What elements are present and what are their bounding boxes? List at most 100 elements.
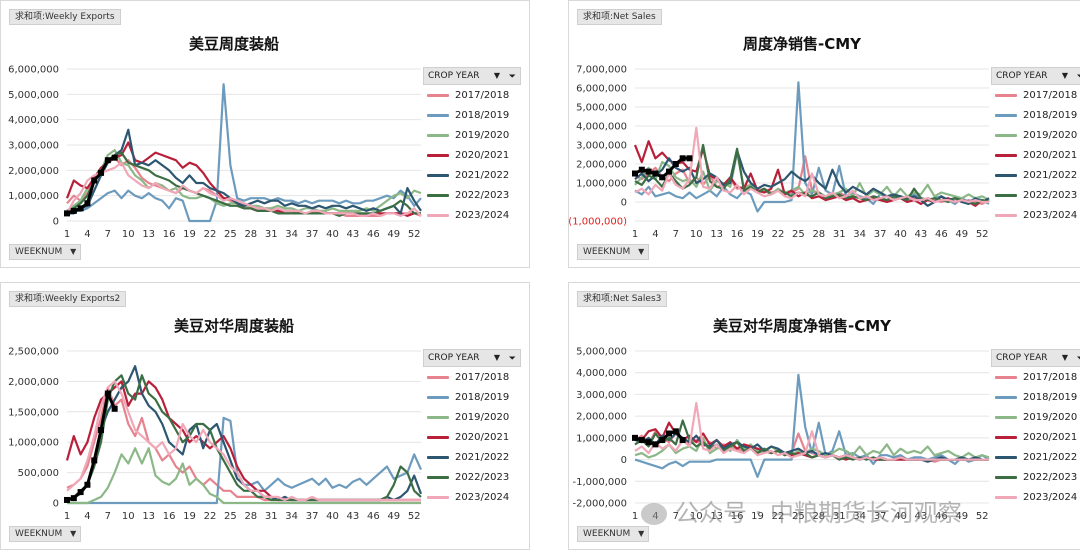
series-line-2021-2022 xyxy=(634,432,989,463)
legend-swatch xyxy=(995,455,1017,459)
chevron-down-icon[interactable]: ▼ xyxy=(70,247,77,256)
weeknum-field-button[interactable]: WEEKNUM ▼ xyxy=(9,244,82,260)
x-tick-label: 31 xyxy=(833,511,846,522)
y-tick-label: 4,000,000 xyxy=(8,115,59,126)
legend-item: 2022/2023 xyxy=(423,185,521,205)
legend-item: 2017/2018 xyxy=(423,85,521,105)
y-tick-label: 5,000,000 xyxy=(8,90,59,101)
crop-year-label: CROP YEAR xyxy=(996,353,1048,363)
weeknum-field-button[interactable]: WEEKNUM ▼ xyxy=(577,526,650,542)
y-tick-label: 1,000,000 xyxy=(576,433,627,444)
x-tick-label: 10 xyxy=(122,511,135,522)
legend: CROP YEAR ▼ ⏷ 2017/2018 2018/2019 2019/2020 20… xyxy=(423,349,521,507)
legend-swatch xyxy=(995,133,1017,137)
x-tick-label: 40 xyxy=(326,511,339,522)
current-year-marker xyxy=(672,161,679,167)
x-tick-label: 19 xyxy=(751,511,764,522)
series-line-2023-2024 xyxy=(634,401,989,461)
filter-icon[interactable]: ⏷ xyxy=(508,354,516,364)
value-field-button[interactable]: 求和项:Net Sales xyxy=(577,9,662,25)
x-tick-label: 43 xyxy=(347,511,360,522)
chevron-down-icon[interactable]: ▼ xyxy=(70,529,77,538)
current-year-marker xyxy=(659,437,666,444)
value-field-button[interactable]: 求和项:Weekly Exports2 xyxy=(9,291,127,307)
legend-item: 2020/2021 xyxy=(423,145,521,165)
y-tick-label: (1,000,000) xyxy=(569,217,627,228)
chevron-down-icon[interactable]: ▼ xyxy=(638,529,645,538)
x-tick-label: 4 xyxy=(84,511,90,522)
x-tick-label: 34 xyxy=(853,511,866,522)
legend-swatch xyxy=(427,193,449,197)
value-field-button[interactable]: 求和项:Weekly Exports xyxy=(9,9,121,25)
legend-item: 2018/2019 xyxy=(423,105,521,125)
x-tick-label: 7 xyxy=(673,229,679,240)
legend-swatch xyxy=(995,495,1017,499)
x-tick-label: 28 xyxy=(812,229,825,240)
y-tick-label: 1,500,000 xyxy=(8,407,59,418)
current-year-marker xyxy=(84,481,91,488)
current-year-marker xyxy=(666,430,673,437)
crop-year-filter-button[interactable]: CROP YEAR ▼ ⏷ xyxy=(423,67,521,85)
current-year-marker xyxy=(652,170,659,177)
filter-icon[interactable]: ⏷ xyxy=(1077,352,1080,366)
line-chart: 美豆对华周度净销售-CMY -2,000,000 -1,000,000 0 1,000,… xyxy=(572,317,990,522)
x-tick-label: 34 xyxy=(285,511,298,522)
legend-label: 2022/2023 xyxy=(1023,189,1078,201)
current-year-marker xyxy=(64,210,70,217)
x-tick-label: 46 xyxy=(935,229,948,240)
line-chart: 美豆周度装船 0 1,000,000 2,000,000 3,000,000 4,000,… xyxy=(8,35,422,240)
legend-item: 2023/2024 xyxy=(991,487,1080,507)
current-year-marker xyxy=(84,200,91,207)
chart-panel-net-sales: 求和项:Net Sales 周度净销售-CMY (1,000,000) 0 1,000… xyxy=(568,0,1080,268)
legend-label: 2018/2019 xyxy=(1023,109,1078,121)
x-tick-label: 43 xyxy=(347,229,360,240)
x-tick-label: 46 xyxy=(935,511,948,522)
y-tick-label: 0 xyxy=(53,499,59,510)
weeknum-field-button[interactable]: WEEKNUM ▼ xyxy=(9,526,82,542)
filter-icon[interactable]: ⏷ xyxy=(508,72,516,82)
legend-label: 2021/2022 xyxy=(455,169,510,181)
x-tick-label: 40 xyxy=(894,229,907,240)
legend-swatch xyxy=(427,133,449,137)
legend-item: 2018/2019 xyxy=(991,105,1080,125)
x-tick-label: 49 xyxy=(955,229,968,240)
x-tick-label: 28 xyxy=(244,511,257,522)
x-tick-label: 16 xyxy=(731,511,744,522)
chevron-down-icon[interactable]: ▼ xyxy=(638,247,645,256)
current-year-marker xyxy=(91,457,98,464)
series-line-2023-2024 xyxy=(634,126,989,204)
legend-label: 2017/2018 xyxy=(455,89,510,101)
legend-label: 2023/2024 xyxy=(455,491,510,503)
x-tick-label: 37 xyxy=(306,511,319,522)
chart-title: 美豆对华周度装船 xyxy=(174,317,294,335)
y-tick-label: 2,000,000 xyxy=(576,160,627,171)
chevron-down-icon[interactable]: ▼ xyxy=(1061,353,1068,362)
crop-year-filter-button[interactable]: CROP YEAR ▼ ⏷ xyxy=(423,349,521,367)
x-tick-label: 1 xyxy=(632,511,638,522)
x-tick-label: 52 xyxy=(408,511,421,522)
current-year-marker xyxy=(104,157,111,164)
legend-swatch xyxy=(427,495,449,499)
crop-year-filter-button[interactable]: CROP YEAR ▼ ⏷ xyxy=(991,349,1080,367)
chevron-down-icon[interactable]: ▼ xyxy=(1061,71,1068,80)
current-year-marker xyxy=(659,174,666,181)
legend-swatch xyxy=(427,93,449,97)
y-tick-label: 2,000,000 xyxy=(8,377,59,388)
value-field-button[interactable]: 求和项:Net Sales3 xyxy=(577,291,668,307)
current-year-marker xyxy=(98,427,105,434)
x-tick-label: 25 xyxy=(224,229,237,240)
x-tick-label: 25 xyxy=(224,511,237,522)
x-tick-label: 31 xyxy=(265,511,278,522)
x-tick-label: 40 xyxy=(326,229,339,240)
current-year-marker xyxy=(645,439,652,446)
weeknum-field-button[interactable]: WEEKNUM ▼ xyxy=(577,244,650,260)
series-line-2023-2024 xyxy=(66,380,421,502)
series-line-2018-2019 xyxy=(634,81,990,213)
crop-year-filter-button[interactable]: CROP YEAR ▼ ⏷ xyxy=(991,67,1080,85)
legend-swatch xyxy=(427,153,449,157)
chevron-down-icon[interactable]: ▼ xyxy=(493,71,500,80)
filter-icon[interactable]: ⏷ xyxy=(1077,70,1080,84)
current-year-marker xyxy=(91,177,98,184)
x-tick-label: 46 xyxy=(367,511,380,522)
chevron-down-icon[interactable]: ▼ xyxy=(493,353,500,362)
